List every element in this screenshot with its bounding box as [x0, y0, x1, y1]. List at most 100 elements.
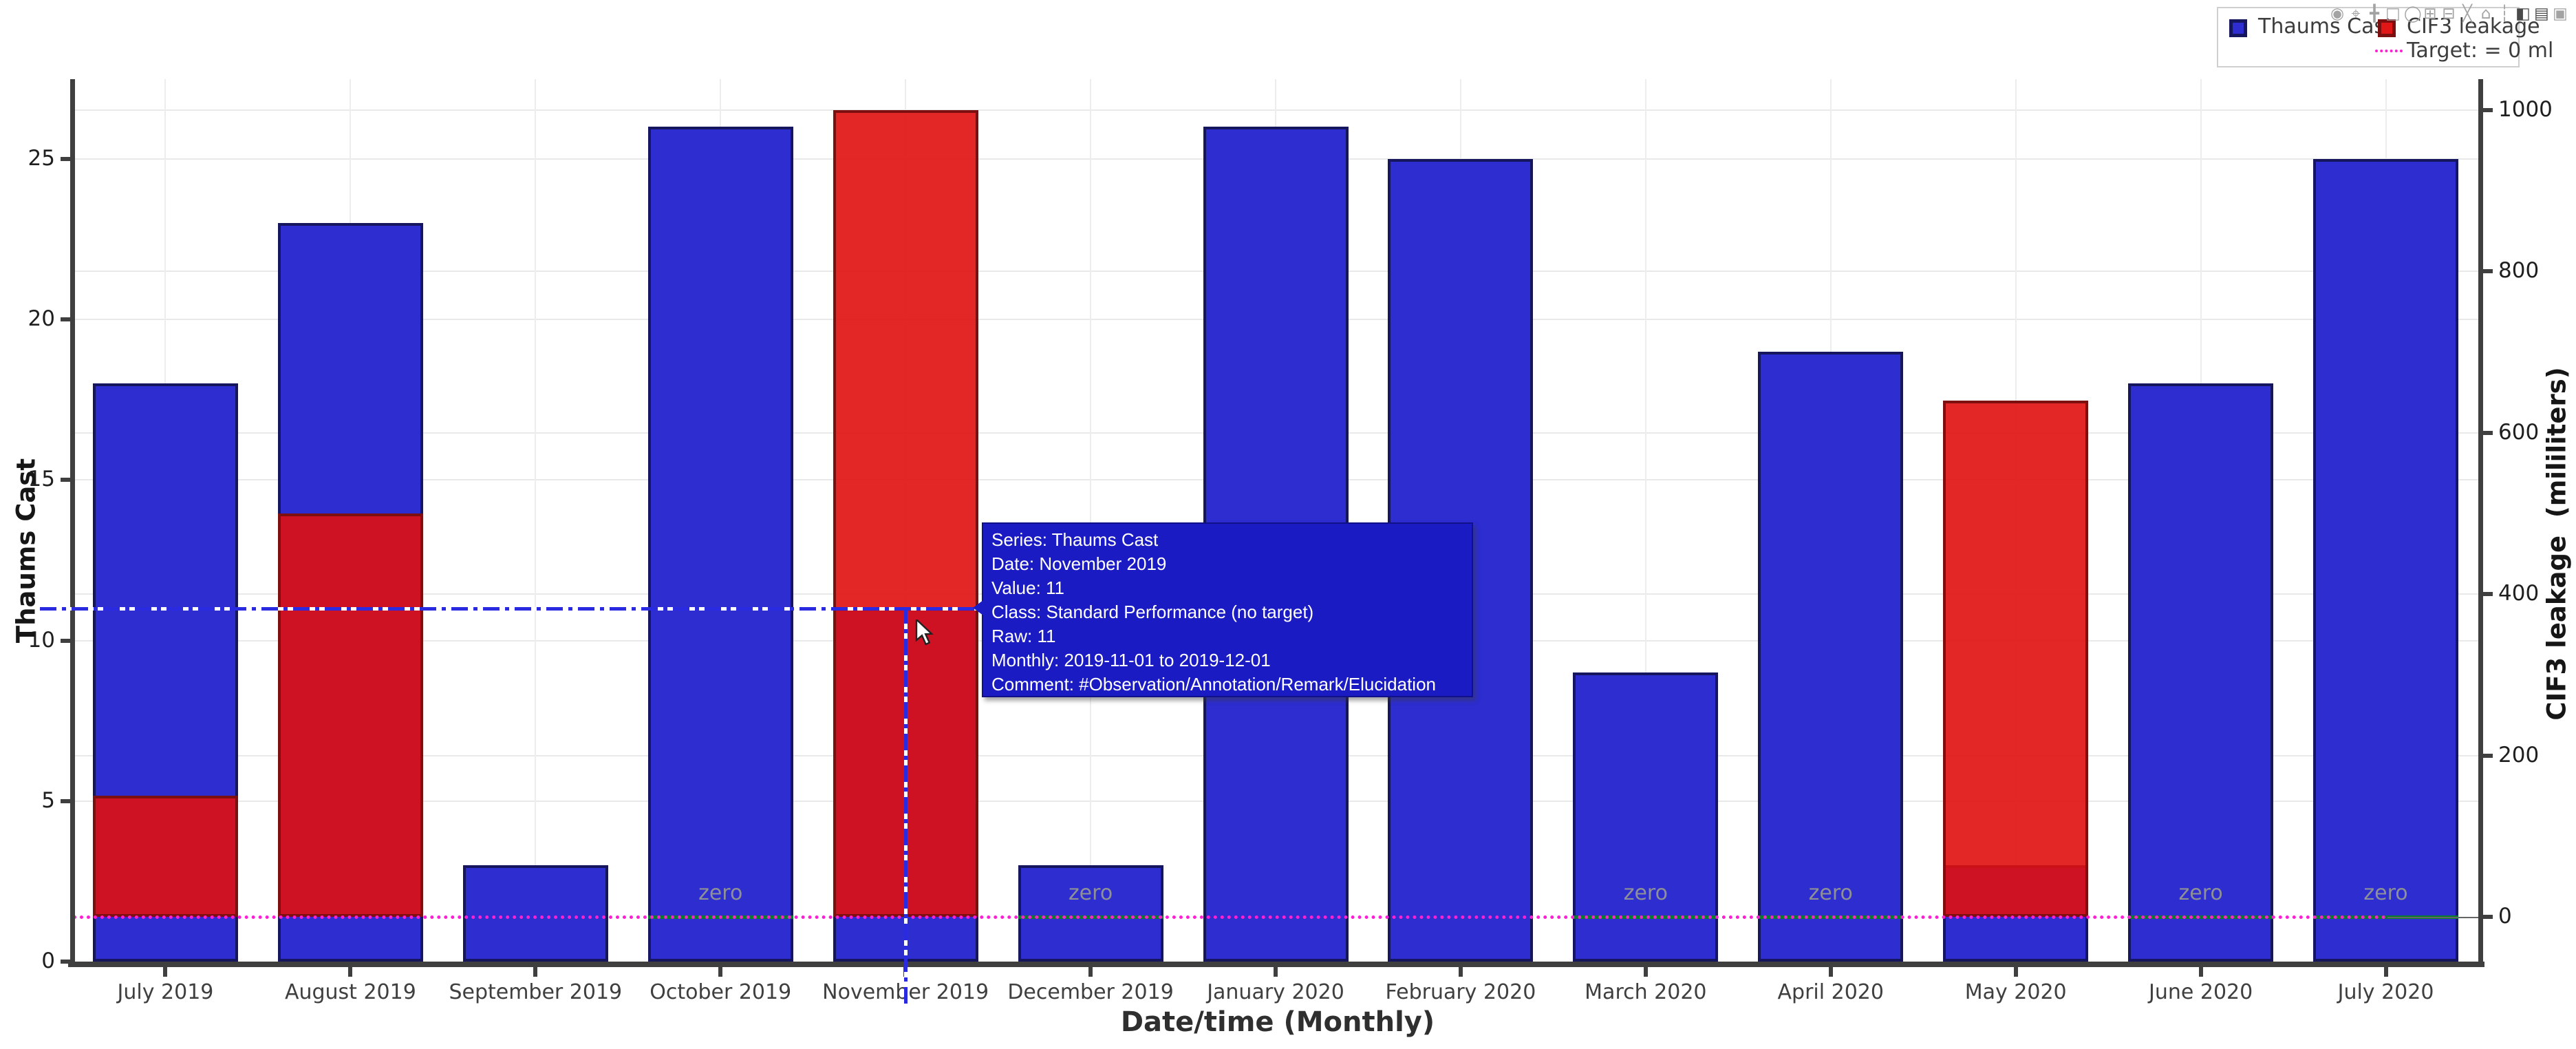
left-tick-label-10: 10: [28, 627, 55, 653]
tooltip-line-0: Series: Thaums Cast: [991, 529, 1159, 550]
x-tick-7: [1458, 967, 1463, 977]
zoom-in-icon[interactable]: ⊞: [2423, 5, 2437, 23]
mouse-cursor: [915, 619, 934, 646]
tooltip-arrow: [973, 600, 983, 615]
legend-item-target[interactable]: Target: = 0 ml: [2407, 39, 2554, 63]
legend-item-cif3-leakage[interactable]: CIF3 leakage: [2407, 14, 2540, 39]
right-tick-label-200: 200: [2498, 742, 2540, 767]
right-tick-200: [2483, 753, 2493, 758]
zero-leakage-label-5: zero: [1068, 881, 1113, 905]
left-axis-spine: [70, 79, 75, 967]
right-axis-spine: [2478, 79, 2483, 967]
x-tick-label-12: July 2020: [2337, 980, 2434, 1004]
left-tick-10: [61, 638, 70, 643]
camera-icon[interactable]: ◉: [2330, 5, 2345, 23]
bar-thaums-cast-5[interactable]: [1018, 865, 1163, 962]
crosshair-vertical: [904, 607, 908, 1006]
left-axis-title: Thaums Cast: [11, 458, 41, 644]
left-tick-label-0: 0: [41, 949, 55, 973]
left-tick-label-5: 5: [41, 787, 55, 813]
right-tick-label-400: 400: [2498, 581, 2540, 606]
zero-leakage-label-11: zero: [2178, 881, 2223, 905]
x-tick-label-5: December 2019: [1007, 980, 1174, 1004]
bar-cif3-leakage-1[interactable]: [277, 513, 423, 917]
tooltip-line-3: Class: Standard Performance (no target): [991, 602, 1314, 622]
hover-compare-icon[interactable]: ▤: [2534, 5, 2549, 23]
target-line-tail: [2387, 917, 2480, 918]
tooltip-line-1: Date: November 2019: [991, 553, 1167, 574]
tooltip-line-5: Monthly: 2019-11-01 to 2019-12-01: [991, 650, 1271, 670]
zoom-icon[interactable]: ⌖: [2351, 5, 2361, 23]
bar-cif3-leakage-0[interactable]: [92, 796, 238, 917]
x-tick-12: [2383, 967, 2388, 977]
right-tick-label-800: 800: [2498, 258, 2540, 284]
right-tick-1000: [2483, 108, 2493, 112]
zoom-out-icon[interactable]: ⊟: [2442, 5, 2456, 23]
lasso-select-icon[interactable]: ◯: [2404, 5, 2422, 23]
x-tick-5: [1088, 967, 1093, 977]
x-tick-label-10: May 2020: [1964, 980, 2067, 1004]
toggle-spikelines-icon[interactable]: ┆: [2500, 5, 2509, 23]
right-tick-600: [2483, 430, 2493, 435]
x-tick-0: [163, 967, 168, 977]
right-tick-label-1000: 1000: [2498, 97, 2553, 122]
zero-leakage-label-9: zero: [1808, 881, 1853, 905]
gridline-x-5: [1090, 79, 1092, 962]
reset-axes-icon[interactable]: ⌂: [2480, 5, 2491, 23]
tooltip-line-2: Value: 11: [991, 578, 1065, 598]
x-axis-title: Date/time (Monthly): [1120, 1006, 1435, 1038]
legend-item-thaums-cast[interactable]: Thaums Cast: [2258, 14, 2393, 39]
autoscale-icon[interactable]: ╳: [2462, 5, 2472, 23]
tooltip-line-4: Raw: 11: [991, 626, 1056, 646]
x-tick-2: [533, 967, 538, 977]
x-tick-label-11: June 2020: [2149, 980, 2253, 1004]
legend-target-line-sample: [2375, 50, 2403, 52]
right-tick-800: [2483, 269, 2493, 274]
x-tick-label-9: April 2020: [1777, 980, 1884, 1004]
tooltip-line-6: Comment: #Observation/Annotation/Remark/…: [991, 674, 1436, 695]
x-tick-label-3: October 2019: [650, 980, 792, 1004]
legend: Thaums Cast CIF3 leakage Target: = 0 ml: [2217, 7, 2553, 67]
right-tick-label-600: 600: [2498, 419, 2540, 445]
left-tick-15: [61, 478, 70, 483]
target-line: [73, 915, 2387, 919]
left-tick-label-20: 20: [28, 306, 55, 332]
zero-leakage-label-3: zero: [698, 881, 743, 905]
bar-cif3-leakage-10[interactable]: [1943, 400, 2089, 917]
x-tick-8: [1643, 967, 1648, 977]
zero-leakage-label-8: zero: [1623, 881, 1668, 905]
save-icon[interactable]: ▣: [2553, 5, 2568, 23]
x-tick-label-7: February 2020: [1385, 980, 1536, 1004]
bar-thaums-cast-12[interactable]: [2313, 159, 2459, 962]
gridline-x-2: [535, 79, 537, 962]
x-tick-9: [1828, 967, 1833, 977]
modebar: ◉ ⌖ ╋ □ ◯ ⊞ ⊟ ╳ ⌂ ┆ ◧ ▤ ▣: [2330, 4, 2568, 25]
x-tick-6: [1274, 967, 1278, 977]
zero-leakage-label-12: zero: [2363, 881, 2408, 905]
x-tick-11: [2198, 967, 2203, 977]
gridline-x-8: [1644, 79, 1646, 962]
left-tick-0: [61, 960, 70, 964]
bar-thaums-cast-11[interactable]: [2128, 383, 2274, 962]
hover-tooltip: Series: Thaums Cast Date: November 2019 Va…: [973, 522, 1473, 697]
hover-closest-icon[interactable]: ◧: [2515, 5, 2531, 23]
pan-icon[interactable]: ╋: [2370, 5, 2379, 23]
bar-thaums-cast-2[interactable]: [462, 865, 608, 962]
legend-swatch-cif3-leakage: [2378, 19, 2396, 37]
right-tick-400: [2483, 592, 2493, 597]
x-tick-3: [718, 967, 723, 977]
x-tick-label-8: March 2020: [1585, 980, 1707, 1004]
right-tick-0: [2483, 915, 2493, 919]
x-tick-10: [2013, 967, 2018, 977]
x-tick-label-2: September 2019: [449, 980, 623, 1004]
bottom-axis-spine: [68, 962, 2484, 967]
bar-thaums-cast-8[interactable]: [1573, 672, 1719, 962]
bar-thaums-cast-3[interactable]: [647, 127, 793, 962]
box-select-icon[interactable]: □: [2385, 5, 2401, 23]
left-tick-20: [61, 317, 70, 322]
x-tick-label-1: August 2019: [284, 980, 416, 1004]
x-tick-label-6: January 2020: [1207, 980, 1344, 1004]
bar-thaums-cast-9[interactable]: [1758, 351, 1904, 962]
right-axis-title: CIF3 leakage (mililiters): [2542, 367, 2572, 721]
